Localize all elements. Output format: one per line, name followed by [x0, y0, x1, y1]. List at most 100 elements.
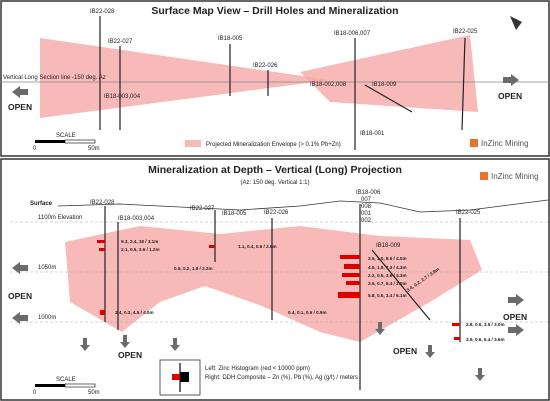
elevation-label: 1050m [38, 265, 56, 271]
drill-hole [461, 37, 466, 131]
scale-end: 50m [88, 390, 100, 396]
scale-label: SCALE [56, 133, 76, 139]
hole-label: 008 [361, 204, 372, 210]
legend-swatch [185, 140, 201, 147]
open-label: OPEN [393, 346, 417, 356]
intercept-label: 2.2, 0.5, 3.6 / 4.3m [368, 273, 407, 278]
drill-hole [364, 84, 413, 113]
scale-start: 0 [33, 146, 37, 152]
arrow-left [12, 312, 28, 324]
zinc-histogram [97, 240, 460, 340]
histogram-bar [99, 248, 105, 251]
arrow-right [503, 74, 519, 86]
histogram-bar [338, 292, 360, 298]
arrow-down [80, 338, 90, 351]
hole-label: 002 [361, 218, 372, 224]
hole-label: IB18-001 [360, 131, 385, 137]
hole-label: IB22-027 [108, 39, 133, 45]
open-label: OPEN [8, 291, 32, 301]
arrow-right [508, 324, 524, 336]
scale-bar [64, 383, 96, 388]
hole-label: IB18-006,007 [334, 31, 371, 37]
long-section-panel: Mineralization at Depth – Vertical (Long… [0, 158, 550, 401]
histogram-bar [344, 264, 360, 269]
section-label: Vertical Long Section line -150 deg. Az [3, 75, 106, 81]
panel-title: Surface Map View – Drill Holes and Miner… [151, 5, 398, 17]
scale-bar [35, 140, 65, 143]
mineral-envelope [65, 226, 482, 342]
surface-map-panel: Surface Map View – Drill Holes and Miner… [0, 0, 550, 157]
arrow-left [12, 86, 28, 98]
open-label: OPEN [503, 312, 527, 322]
legend-histogram [172, 374, 180, 380]
mineral-envelope [40, 38, 330, 118]
hole-label: IB22-027 [190, 206, 215, 212]
elevation-label: 1100m Elevation [38, 215, 82, 221]
histogram-bar [209, 245, 215, 248]
histogram-bar [346, 281, 360, 285]
surface-label: Surface [30, 201, 53, 207]
intercept-label: 3.5, 1.0, 8.5 / 4.0m [368, 256, 407, 261]
hole-label: IB18-009 [376, 243, 401, 249]
scale-bar [64, 139, 96, 144]
intercept-label: 9.3, 2.4, 18 / 3.1m [121, 239, 158, 244]
histogram-bar [100, 310, 105, 315]
arrow-down [120, 335, 130, 348]
arrow-down [170, 338, 180, 351]
hole-label: IB22-028 [90, 200, 115, 206]
drill-hole [371, 249, 431, 321]
surface-line [57, 199, 549, 213]
histogram-bar [342, 273, 360, 277]
hole-label: IB22-025 [453, 29, 478, 35]
hole-label: 001 [361, 211, 372, 217]
hole-label: IB18-003,004 [104, 94, 141, 100]
intercept-label: 3.4, 0.3, 4.5 / 4.0m [115, 310, 154, 315]
arrow-left [12, 262, 28, 274]
logo: InZinc Mining [491, 172, 539, 181]
hole-label: IB18-005 [218, 36, 243, 42]
open-label: OPEN [8, 102, 32, 112]
legend-text: Projected Mineralization Envelope (> 0.1… [206, 142, 341, 148]
histogram-bar [452, 323, 460, 326]
open-label: OPEN [498, 91, 522, 101]
hole-label: IB18-003,004 [118, 216, 155, 222]
intercept-label: 0.4, 0.1, 0.6 / 0.9m [288, 310, 327, 315]
hole-label: IB22-028 [90, 9, 115, 15]
arrow-right [508, 294, 524, 306]
panel-subtitle: (Az: 150 deg. Vertical 1:1) [240, 180, 309, 186]
hole-label: IB18-006 [356, 190, 381, 196]
histogram-bar [97, 240, 105, 243]
legend-composite [180, 372, 189, 382]
arrow-down [425, 345, 435, 358]
hole-label: IB18-009 [372, 82, 397, 88]
hole-label: IB22-025 [456, 210, 481, 216]
arrow-down [375, 322, 385, 335]
arrow-down [475, 368, 485, 381]
intercept-label: 4.5, 1.9, 7.3 / 4.3m [368, 265, 407, 270]
mineral-envelope [300, 35, 478, 112]
logo-icon [470, 139, 478, 147]
scale-end: 50m [88, 146, 100, 152]
hole-label: IB22-026 [264, 210, 289, 216]
north-arrow [510, 16, 522, 30]
hole-label: IB22-026 [253, 63, 278, 69]
histogram-bar [340, 255, 360, 259]
hole-label: IB18-002,008 [310, 82, 347, 88]
intercept-label: 0.9, 0.2, 1.8 / 2.2m [174, 266, 213, 271]
intercept-label: 5.8, 0.5, 3.4 / 6.1m [368, 293, 407, 298]
scale-start: 0 [33, 390, 37, 396]
scale-bar [35, 384, 65, 387]
elevation-label: 1000m [38, 315, 56, 321]
open-label: OPEN [118, 350, 142, 360]
intercept-label: 1.1, 0.4, 0.6 / 2.8m [238, 244, 277, 249]
intercept-label: 3.5, 0.7, 8.4 / 2.0m [368, 281, 407, 286]
scale-label: SCALE [56, 377, 76, 383]
logo-icon [480, 172, 488, 180]
legend-text: Right: DDH Composite – Zn (%), Pb (%), A… [205, 375, 358, 381]
hole-label: 007 [361, 197, 372, 203]
hole-label: IB18-005 [222, 211, 247, 217]
legend-text: Left: Zinc Histogram (red < 10000 ppm) [205, 366, 310, 372]
panel-title: Mineralization at Depth – Vertical (Long… [148, 164, 402, 176]
intercept-label: 2.8, 0.6, 3.6 / 3.0m [466, 322, 505, 327]
